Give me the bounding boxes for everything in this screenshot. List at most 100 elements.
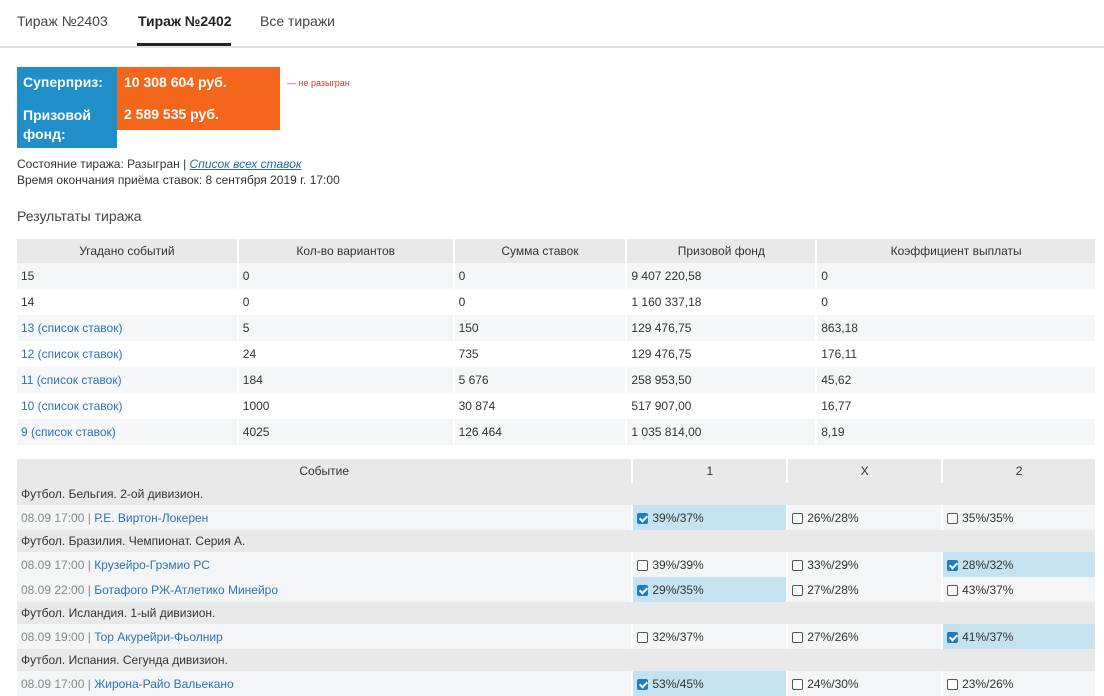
- tab-draw-2403[interactable]: Тираж №2403: [17, 13, 108, 29]
- outcome-1-cell[interactable]: 39%/37%: [632, 505, 789, 530]
- checkbox-icon[interactable]: [637, 631, 649, 643]
- col-variants: Кол-во вариантов: [237, 239, 455, 263]
- match-date: 08.09 22:00 |: [21, 582, 91, 597]
- bet-end-time: Время окончания приёма ставок: 8 сентябр…: [17, 173, 340, 187]
- match-row: 08.09 19:00 | Тор Акурейри-Фьолнир 32%/3…: [17, 624, 1097, 649]
- table-row: 9 (список ставок) 4025 126 464 1 035 814…: [17, 419, 1097, 445]
- checkbox-checked-icon[interactable]: [637, 512, 649, 524]
- checkbox-checked-icon[interactable]: [637, 678, 649, 690]
- checkbox-icon[interactable]: [792, 512, 804, 524]
- draw-status-label: Состояние тиража: Разыгран |: [17, 157, 187, 171]
- match-date: 08.09 19:00 |: [21, 629, 91, 644]
- variants-cell: 0: [237, 263, 455, 289]
- bet-sum-cell: 0: [453, 289, 628, 315]
- league-title: Футбол. Испания. Сегунда дивизион.: [17, 649, 1097, 671]
- outcome-2-cell[interactable]: 43%/37%: [942, 577, 1097, 602]
- checkbox-icon[interactable]: [792, 631, 804, 643]
- outcome-x-cell[interactable]: 27%/26%: [787, 624, 944, 649]
- outcome-2-cell[interactable]: 23%/26%: [942, 671, 1097, 696]
- outcome-percent: 35%/35%: [962, 510, 1014, 525]
- outcome-percent: 39%/39%: [652, 557, 704, 572]
- bet-sum-cell: 126 464: [453, 419, 628, 445]
- all-bets-link[interactable]: Список всех ставок: [189, 157, 302, 171]
- checkbox-checked-icon[interactable]: [947, 559, 959, 571]
- outcome-percent: 43%/37%: [962, 582, 1014, 597]
- prize-fund-cell: 129 476,75: [626, 341, 818, 367]
- outcome-percent: 53%/45%: [652, 676, 704, 691]
- prize-fund-cell: 258 953,50: [626, 367, 818, 393]
- match-link[interactable]: Ботафого РЖ-Атлетико Минейро: [94, 582, 279, 597]
- tab-draw-2402[interactable]: Тираж №2402: [138, 13, 232, 29]
- superprize-note: — не разыгран: [287, 78, 350, 88]
- outcome-x-cell[interactable]: 27%/28%: [787, 577, 944, 602]
- coefficient-cell: 863,18: [816, 315, 1097, 341]
- match-link[interactable]: Р.Е. Виртон-Локерен: [94, 510, 209, 525]
- match-cell: 08.09 19:00 | Тор Акурейри-Фьолнир: [17, 624, 634, 649]
- outcome-1-cell[interactable]: 53%/45%: [632, 671, 789, 696]
- checkbox-icon[interactable]: [947, 512, 959, 524]
- outcome-x-cell[interactable]: 24%/30%: [787, 671, 944, 696]
- outcome-1-cell[interactable]: 29%/35%: [632, 577, 789, 602]
- match-cell: 08.09 17:00 | Р.Е. Виртон-Локерен: [17, 505, 634, 530]
- results-table: Угадано событий Кол-во вариантов Сумма с…: [17, 239, 1097, 445]
- bet-sum-cell: 30 874: [453, 393, 628, 419]
- checkbox-checked-icon[interactable]: [947, 631, 959, 643]
- table-row: 12 (список ставок) 24 735 129 476,75 176…: [17, 341, 1097, 367]
- match-link[interactable]: Крузейро-Грэмио РС: [94, 557, 210, 572]
- col-event: Событие: [17, 459, 634, 483]
- checkbox-icon[interactable]: [947, 584, 959, 596]
- league-row: Футбол. Бельгия. 2-ой дивизион.: [17, 483, 1097, 505]
- match-row: 08.09 22:00 | Ботафого РЖ-Атлетико Миней…: [17, 577, 1097, 602]
- table-row: 14 0 0 1 160 337,18 0: [17, 289, 1097, 315]
- events-header-row: Событие 1 X 2: [17, 459, 1097, 483]
- prize-fund-label-line2: фонд:: [23, 126, 66, 142]
- coefficient-cell: 0: [816, 263, 1097, 289]
- col-coefficient: Коэффициент выплаты: [816, 239, 1097, 263]
- outcome-2-cell[interactable]: 41%/37%: [942, 624, 1097, 649]
- table-row: 15 0 0 9 407 220,58 0: [17, 263, 1097, 289]
- coefficient-cell: 176,11: [816, 341, 1097, 367]
- match-link[interactable]: Жирона-Райо Вальекано: [94, 676, 234, 691]
- table-row: 10 (список ставок) 1000 30 874 517 907,0…: [17, 393, 1097, 419]
- match-row: 08.09 17:00 | Жирона-Райо Вальекано 53%/…: [17, 671, 1097, 696]
- events-table: Событие 1 X 2 Футбол. Бельгия. 2-ой диви…: [17, 459, 1097, 696]
- match-link[interactable]: Тор Акурейри-Фьолнир: [94, 629, 223, 644]
- col-outcome-1: 1: [632, 459, 789, 483]
- checkbox-icon[interactable]: [792, 584, 804, 596]
- league-title: Футбол. Исландия. 1-ый дивизион.: [17, 602, 1097, 624]
- guessed-bets-link[interactable]: 10 (список ставок): [17, 393, 239, 419]
- outcome-x-cell[interactable]: 33%/29%: [787, 552, 944, 577]
- outcome-percent: 27%/28%: [807, 582, 859, 597]
- variants-cell: 184: [237, 367, 455, 393]
- outcome-percent: 26%/28%: [807, 510, 859, 525]
- checkbox-icon[interactable]: [792, 678, 804, 690]
- outcome-2-cell[interactable]: 35%/35%: [942, 505, 1097, 530]
- outcome-2-cell[interactable]: 28%/32%: [942, 552, 1097, 577]
- variants-cell: 0: [237, 289, 455, 315]
- tab-all-draws[interactable]: Все тиражи: [260, 13, 336, 29]
- variants-cell: 24: [237, 341, 455, 367]
- guessed-bets-link[interactable]: 12 (список ставок): [17, 341, 239, 367]
- outcome-percent: 39%/37%: [652, 510, 704, 525]
- match-row: 08.09 17:00 | Крузейро-Грэмио РС 39%/39%…: [17, 552, 1097, 577]
- checkbox-icon[interactable]: [947, 678, 959, 690]
- checkbox-icon[interactable]: [792, 559, 804, 571]
- outcome-percent: 28%/32%: [962, 557, 1014, 572]
- outcome-percent: 24%/30%: [807, 676, 859, 691]
- outcome-x-cell[interactable]: 26%/28%: [787, 505, 944, 530]
- checkbox-checked-icon[interactable]: [637, 584, 649, 596]
- checkbox-icon[interactable]: [637, 559, 649, 571]
- prize-fund-cell: 1 160 337,18: [626, 289, 818, 315]
- outcome-1-cell[interactable]: 39%/39%: [632, 552, 789, 577]
- outcome-percent: 29%/35%: [652, 582, 704, 597]
- bet-sum-cell: 735: [453, 341, 628, 367]
- coefficient-cell: 16,77: [816, 393, 1097, 419]
- draw-tabs: Тираж №2403 Тираж №2402 Все тиражи: [0, 0, 1104, 48]
- prize-fund-row: Призовой фонд: 2 589 535 руб.: [17, 98, 280, 148]
- guessed-bets-link[interactable]: 9 (список ставок): [17, 419, 239, 445]
- outcome-1-cell[interactable]: 32%/37%: [632, 624, 789, 649]
- league-row: Футбол. Испания. Сегунда дивизион.: [17, 649, 1097, 671]
- guessed-bets-link[interactable]: 13 (список ставок): [17, 315, 239, 341]
- guessed-bets-link[interactable]: 11 (список ставок): [17, 367, 239, 393]
- variants-cell: 4025: [237, 419, 455, 445]
